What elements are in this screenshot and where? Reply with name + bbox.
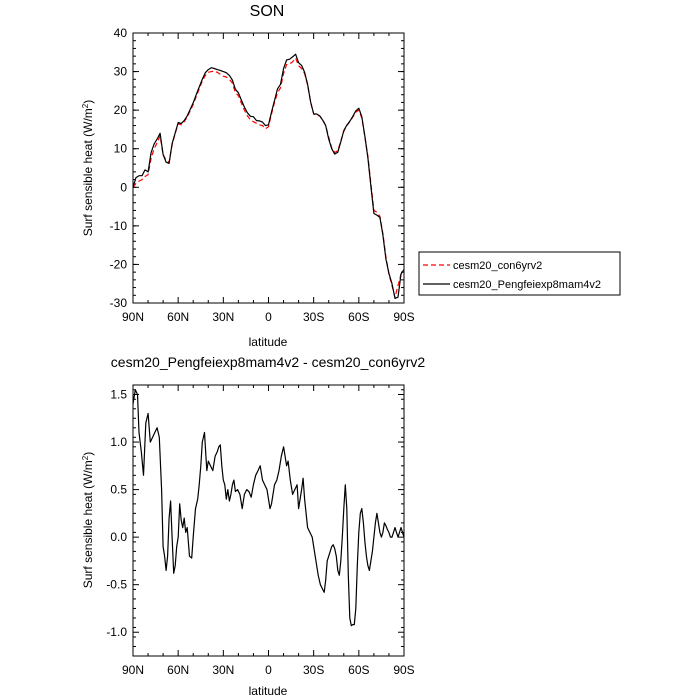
- legend-label-pengfei: cesm20_Pengfeiexp8mam4v2: [453, 279, 601, 291]
- y-tick-label: 0.5: [110, 483, 127, 497]
- x-tick-label: 90S: [393, 310, 414, 324]
- bottom-series-group: [132, 389, 405, 627]
- x-tick-label: 60N: [167, 310, 189, 324]
- x-tick-label: 0: [265, 310, 272, 324]
- series-line-cesm20_con6yrv2: [132, 57, 405, 298]
- y-tick-label: 0: [120, 180, 127, 194]
- top-x-axis-label: latitude: [249, 335, 288, 349]
- top-y-axis: -30 -20 -10 0 10 20 30 40: [110, 26, 404, 310]
- top-chart-title: SON: [250, 3, 285, 20]
- y-tick-label: -0.5: [106, 578, 127, 592]
- bottom-chart-panel: cesm20_Pengfeiexp8mam4v2 - cesm20_con6yr…: [81, 354, 426, 698]
- difference-line: [132, 389, 405, 627]
- y-tick-label: 1.5: [110, 388, 127, 402]
- y-tick-label: -30: [110, 296, 128, 310]
- x-tick-label: 30S: [303, 310, 324, 324]
- x-tick-label: 60N: [167, 663, 189, 677]
- y-tick-label: -1.0: [106, 625, 127, 639]
- x-tick-label: 60S: [348, 310, 369, 324]
- top-series-group: [132, 53, 405, 299]
- y-tick-label: 1.0: [110, 435, 127, 449]
- x-tick-label: 30N: [212, 663, 234, 677]
- y-tick-label: -10: [110, 219, 128, 233]
- y-tick-label: 10: [114, 142, 128, 156]
- y-tick-label: -20: [110, 257, 128, 271]
- top-plot-frame: [132, 32, 405, 304]
- x-tick-label: 30N: [212, 310, 234, 324]
- top-y-axis-label-close: ): [81, 100, 95, 104]
- bottom-y-axis-label-main: Surf sensible heat (W/m: [81, 460, 95, 588]
- bottom-chart-title: cesm20_Pengfeiexp8mam4v2 - cesm20_con6yr…: [111, 354, 426, 370]
- top-y-axis-label: Surf sensible heat (W/m2): [81, 100, 96, 237]
- bottom-y-axis-label: Surf sensible heat (W/m2): [81, 452, 96, 589]
- x-tick-label: 60S: [348, 663, 369, 677]
- top-chart-panel: SON 90N 60N 30N 0 30S 60S 90S -30 -20 -10 0 10 20 30…: [81, 3, 415, 349]
- top-y-axis-label-sup: 2: [81, 103, 90, 108]
- bottom-y-axis-label-close: ): [81, 452, 95, 456]
- bottom-y-axis: -1.0 -0.5 0.0 0.5 1.0 1.5: [106, 388, 404, 657]
- legend: cesm20_con6yrv2 cesm20_Pengfeiexp8mam4v2: [418, 251, 621, 296]
- series-line-cesm20_Pengfeiexp8mam4v2: [132, 53, 405, 299]
- y-tick-label: 0.0: [110, 530, 127, 544]
- y-tick-label: 20: [114, 103, 128, 117]
- bottom-x-axis: 90N 60N 30N 0 30S 60S 90S: [122, 385, 415, 677]
- top-x-axis: 90N 60N 30N 0 30S 60S 90S: [122, 33, 415, 324]
- x-tick-label: 90N: [122, 663, 144, 677]
- x-tick-label: 90S: [393, 663, 414, 677]
- x-tick-label: 0: [265, 663, 272, 677]
- y-tick-label: 40: [114, 26, 128, 40]
- top-y-axis-label-main: Surf sensible heat (W/m: [81, 108, 95, 236]
- legend-frame: [418, 251, 621, 296]
- y-tick-label: 30: [114, 65, 128, 79]
- x-tick-label: 90N: [122, 310, 144, 324]
- bottom-y-axis-label-sup: 2: [81, 455, 90, 460]
- legend-label-con6yrv2: cesm20_con6yrv2: [453, 260, 542, 272]
- x-tick-label: 30S: [303, 663, 324, 677]
- bottom-x-axis-label: latitude: [249, 684, 288, 698]
